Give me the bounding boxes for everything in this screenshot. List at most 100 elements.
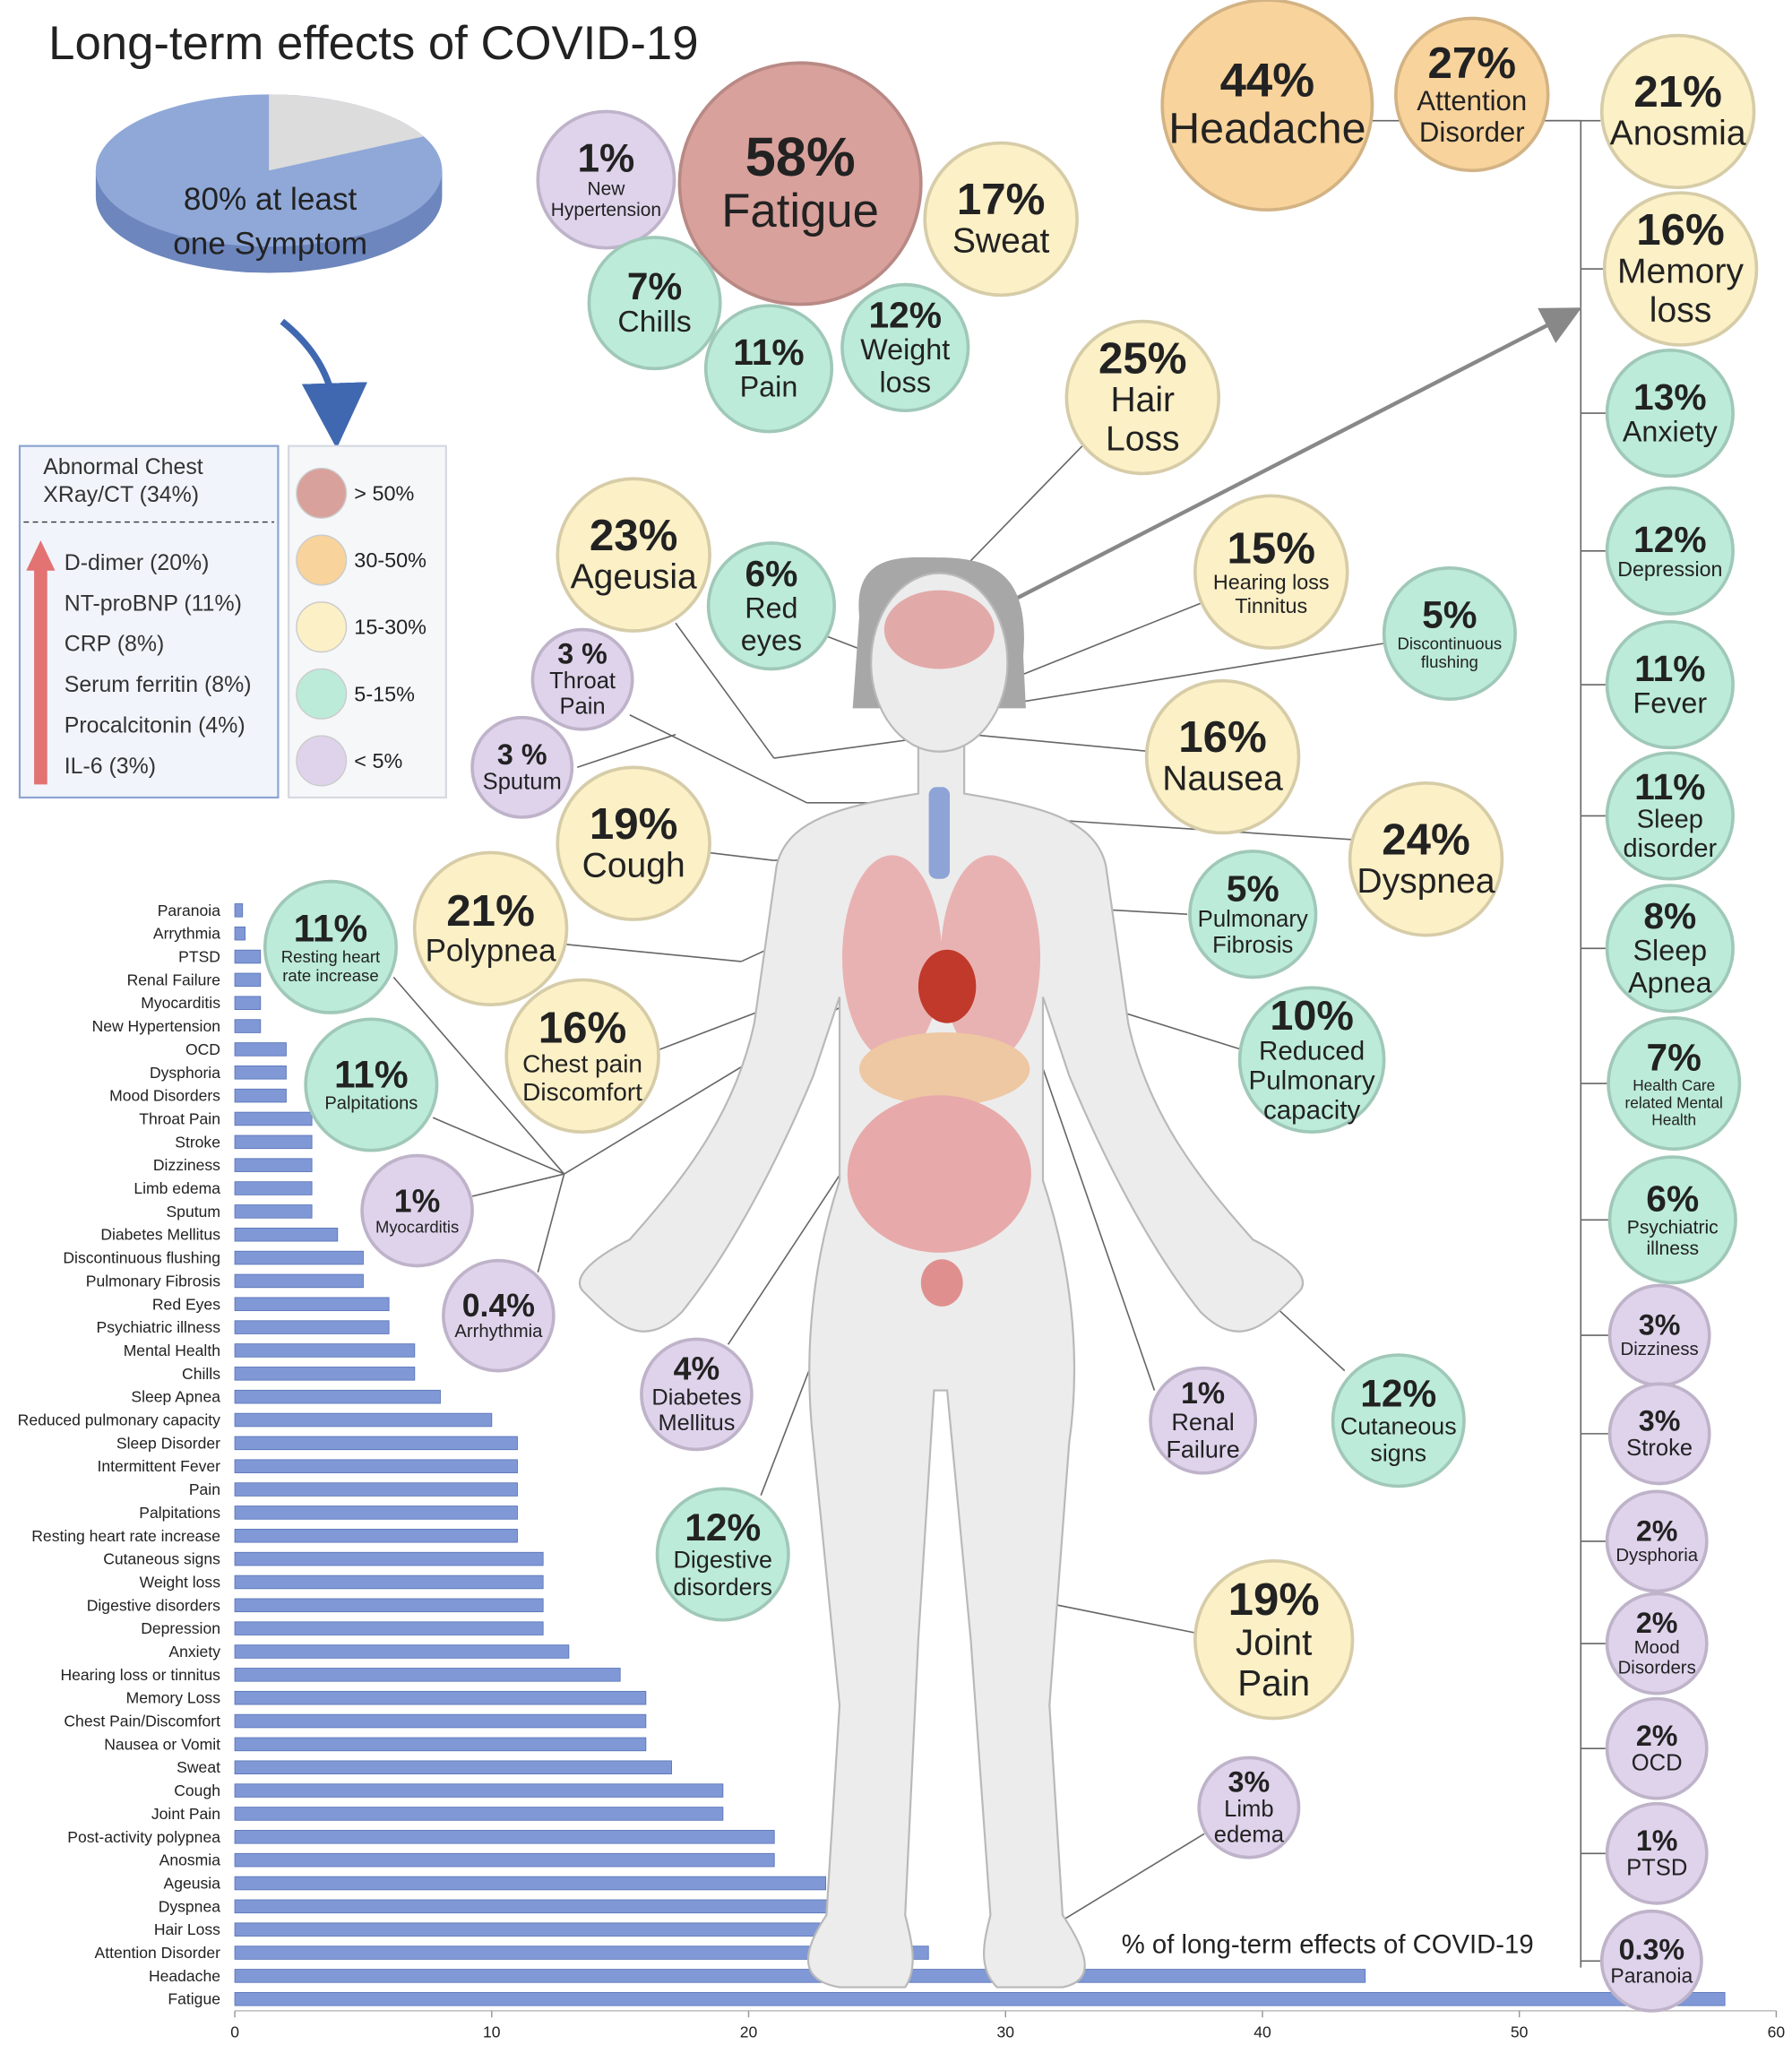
bubble-percent: 3% (1639, 1309, 1681, 1342)
bar (234, 1482, 518, 1497)
bubble (840, 282, 970, 412)
bubble-label: Paranoia (1610, 1963, 1693, 1987)
bar (234, 1922, 878, 1937)
y-tick-label: OCD (185, 1040, 220, 1058)
bubble-label: related Mental (1625, 1093, 1723, 1111)
bubble-percent: 6% (1646, 1178, 1699, 1220)
bar (234, 1436, 518, 1451)
bubble-percent: 25% (1098, 333, 1187, 383)
bar (234, 1899, 852, 1914)
bubble-label: Health Care (1633, 1076, 1715, 1094)
bubble-label: Pulmonary (1198, 907, 1308, 932)
bubble-label: Myocarditis (375, 1217, 459, 1236)
bubble-percent: 12% (868, 295, 942, 336)
lung (841, 855, 943, 1060)
bubble (1193, 1559, 1355, 1721)
bubble-percent: 3 % (497, 738, 547, 771)
y-tick-label: Intermittent Fever (97, 1457, 220, 1475)
bubble (677, 61, 923, 306)
bubble-label: Loss (1106, 420, 1179, 459)
y-tick-label: Paranoia (158, 902, 220, 919)
bubble-label: Sputum (483, 769, 562, 794)
bar (234, 1876, 826, 1891)
bar (234, 1991, 1726, 2006)
y-tick-label: Arrythmia (153, 925, 220, 943)
bubble (360, 1153, 474, 1268)
bar (234, 1367, 416, 1381)
bar (234, 1690, 647, 1705)
bubble-percent: 15% (1227, 524, 1315, 574)
connector (392, 976, 565, 1175)
bar (234, 972, 262, 988)
x-tick-label: 10 (483, 2023, 501, 2040)
bubble-label: Pulmonary (1249, 1066, 1375, 1096)
bubble-label: Palpitations (324, 1094, 418, 1114)
y-tick-label: Dysphoria (150, 1064, 220, 1082)
bubble-label: Apnea (1628, 967, 1711, 999)
bubble-percent: 4% (674, 1351, 720, 1387)
heart (918, 949, 977, 1023)
y-tick-label: Sleep Disorder (116, 1434, 220, 1452)
bubble-percent: 7% (627, 265, 682, 307)
y-tick-label: Red Eyes (152, 1295, 220, 1313)
connector-arrow (936, 307, 1582, 641)
y-tick-label: Sputum (166, 1203, 220, 1221)
bubble-label: Fever (1633, 686, 1708, 719)
legend-swatch (296, 534, 348, 586)
legend: > 50% 30-50% 15-30% 5-15% < 5% (296, 467, 426, 787)
bubble-percent: 6% (745, 553, 797, 594)
bubble-label: loss (880, 366, 931, 398)
bubble-percent: 12% (1360, 1373, 1436, 1415)
y-tick-label: Dyspnea (159, 1897, 221, 1915)
bubble (1064, 319, 1221, 476)
bubble-label: flushing (1421, 652, 1478, 671)
bar (234, 1852, 775, 1868)
stomach (859, 1031, 1030, 1106)
legend-label: < 5% (354, 749, 402, 772)
y-tick-label: Mental Health (124, 1342, 220, 1359)
bubble (1331, 1353, 1466, 1488)
bubble-label: PTSD (1626, 1855, 1687, 1880)
bar (234, 1111, 313, 1126)
panel-item: Serum ferritin (8%) (65, 672, 252, 697)
bar (234, 1273, 364, 1289)
bubble (530, 627, 634, 731)
bubble (1144, 678, 1301, 835)
connector (629, 714, 807, 804)
bubble (1348, 781, 1504, 937)
bubble-percent: 3 % (557, 638, 607, 670)
bubble-percent: 19% (590, 799, 678, 849)
y-tick-label: Dizziness (153, 1156, 220, 1174)
bar (234, 1737, 647, 1752)
bubble-percent: 12% (685, 1506, 761, 1549)
legend-label: 5-15% (354, 682, 415, 705)
bubble-label: Joint (1236, 1622, 1312, 1663)
bubble (923, 141, 1079, 298)
bubble-percent: 5% (1227, 867, 1279, 909)
y-tick-label: Ageusia (164, 1874, 221, 1892)
bubble (655, 1487, 790, 1622)
bubble-label: Memory (1617, 252, 1745, 290)
y-tick-label: Palpitations (139, 1504, 220, 1522)
y-tick-label: Post-activity polypnea (67, 1828, 220, 1846)
bubble-percent: 3% (1228, 1765, 1271, 1798)
bar (234, 1668, 621, 1682)
bubble (556, 477, 711, 633)
bubble-percent: 21% (446, 886, 535, 936)
bubble-label: eyes (741, 625, 802, 657)
connector (970, 733, 1152, 753)
bubble-label: Attention (1417, 85, 1527, 116)
x-tick-label: 50 (1511, 2023, 1529, 2040)
bubble (706, 541, 837, 671)
bar (234, 1088, 287, 1103)
bubble (587, 236, 722, 371)
connector (471, 1173, 564, 1197)
bar (234, 1343, 416, 1358)
bar (234, 1621, 544, 1635)
y-tick-label: Digestive disorders (87, 1596, 220, 1614)
bubble-percent: 11% (1634, 766, 1705, 807)
bubble-percent: 0.4% (462, 1288, 535, 1324)
bar (234, 1042, 287, 1057)
bubble-label: Diabetes (651, 1385, 741, 1411)
bar (234, 1204, 313, 1219)
